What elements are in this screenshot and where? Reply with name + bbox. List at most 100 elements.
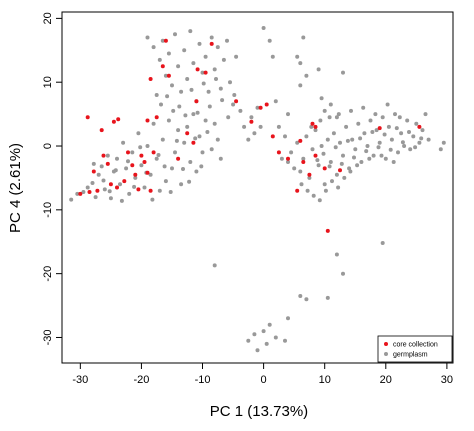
germplasm-point <box>170 83 174 88</box>
germplasm-point <box>441 140 446 145</box>
germplasm-point <box>225 38 229 43</box>
germplasm-point <box>214 77 218 81</box>
core-collection-point <box>163 38 168 43</box>
germplasm-point <box>179 182 184 187</box>
germplasm-point <box>209 147 214 152</box>
germplasm-point <box>189 87 194 92</box>
germplasm-point <box>261 329 266 334</box>
germplasm-point <box>187 179 192 184</box>
y-tick-label: -10 <box>42 202 54 218</box>
germplasm-point <box>191 112 196 117</box>
germplasm-point <box>391 160 396 164</box>
germplasm-point <box>327 115 332 120</box>
germplasm-point <box>400 140 405 145</box>
germplasm-point <box>215 137 220 142</box>
germplasm-point <box>197 134 202 139</box>
core-collection-point <box>139 153 144 158</box>
germplasm-point <box>115 156 119 161</box>
germplasm-point <box>358 136 363 141</box>
germplasm-point <box>376 145 381 150</box>
germplasm-point <box>157 57 162 62</box>
germplasm-point <box>273 335 278 340</box>
germplasm-point <box>252 131 257 136</box>
y-tick-label: -30 <box>42 330 54 346</box>
germplasm-point <box>139 163 144 168</box>
germplasm-point <box>209 35 214 40</box>
legend-marker-germplasm <box>384 352 388 356</box>
germplasm-point <box>185 77 190 81</box>
germplasm-point <box>307 175 312 180</box>
core-collection-point <box>85 115 90 120</box>
germplasm-point <box>317 198 322 203</box>
germplasm-point <box>267 322 272 327</box>
germplasm-point <box>299 182 304 187</box>
germplasm-point <box>341 153 345 158</box>
core-collection-point <box>194 99 199 104</box>
core-collection-point <box>313 124 318 129</box>
germplasm-point <box>101 178 106 183</box>
legend-box <box>377 335 453 363</box>
germplasm-point <box>325 137 330 142</box>
germplasm-point <box>126 159 130 164</box>
x-axis-title: PC 1 (13.73%) <box>210 403 308 420</box>
core-collection-point <box>130 163 135 168</box>
core-collection-point <box>78 191 83 196</box>
germplasm-point <box>334 172 339 177</box>
germplasm-point <box>200 150 205 155</box>
germplasm-point <box>238 108 243 113</box>
germplasm-point <box>394 126 399 131</box>
germplasm-point <box>367 156 372 161</box>
germplasm-point <box>90 181 95 185</box>
germplasm-point <box>370 130 375 134</box>
germplasm-point <box>377 140 382 145</box>
germplasm-point <box>212 263 217 268</box>
germplasm-point <box>148 172 153 177</box>
germplasm-point <box>402 144 407 148</box>
germplasm-point <box>234 54 239 59</box>
germplasm-point <box>334 252 339 257</box>
germplasm-point <box>207 104 212 109</box>
germplasm-point <box>212 121 217 126</box>
x-axis: -30 -20 -10 0 10 20 30 <box>72 363 453 386</box>
x-tick-label: -30 <box>72 374 88 386</box>
germplasm-points <box>69 26 446 353</box>
germplasm-point <box>411 134 416 139</box>
germplasm-point <box>333 145 338 150</box>
core-collection-point <box>307 172 312 177</box>
germplasm-point <box>242 124 247 129</box>
germplasm-point <box>286 316 290 321</box>
germplasm-point <box>197 41 202 46</box>
germplasm-point <box>361 105 366 110</box>
core-collection-point <box>148 77 153 81</box>
y-tick-label: 0 <box>42 143 54 149</box>
germplasm-point <box>368 118 373 123</box>
germplasm-point <box>304 73 309 78</box>
germplasm-point <box>423 112 428 117</box>
core-collection-point <box>298 138 303 143</box>
germplasm-point <box>165 94 170 99</box>
core-collection-point <box>377 126 382 131</box>
germplasm-point <box>145 35 150 40</box>
germplasm-point <box>119 198 124 203</box>
germplasm-point <box>200 70 205 75</box>
core-collection-point <box>249 119 254 124</box>
germplasm-point <box>365 144 370 148</box>
germplasm-point <box>310 147 315 152</box>
core-collection-point <box>133 172 138 177</box>
germplasm-point <box>188 29 193 34</box>
germplasm-point <box>331 131 336 136</box>
core-collection-point <box>160 64 165 69</box>
germplasm-point <box>232 93 237 97</box>
germplasm-point <box>298 169 303 174</box>
germplasm-point <box>124 166 129 171</box>
core-collection-points <box>78 38 422 233</box>
germplasm-point <box>177 104 182 109</box>
germplasm-point <box>252 332 257 337</box>
germplasm-point <box>215 45 220 50</box>
germplasm-point <box>264 341 269 346</box>
core-collection-point <box>176 156 181 161</box>
germplasm-point <box>417 140 422 145</box>
germplasm-point <box>69 197 74 202</box>
germplasm-point <box>323 188 328 193</box>
germplasm-point <box>255 348 260 353</box>
